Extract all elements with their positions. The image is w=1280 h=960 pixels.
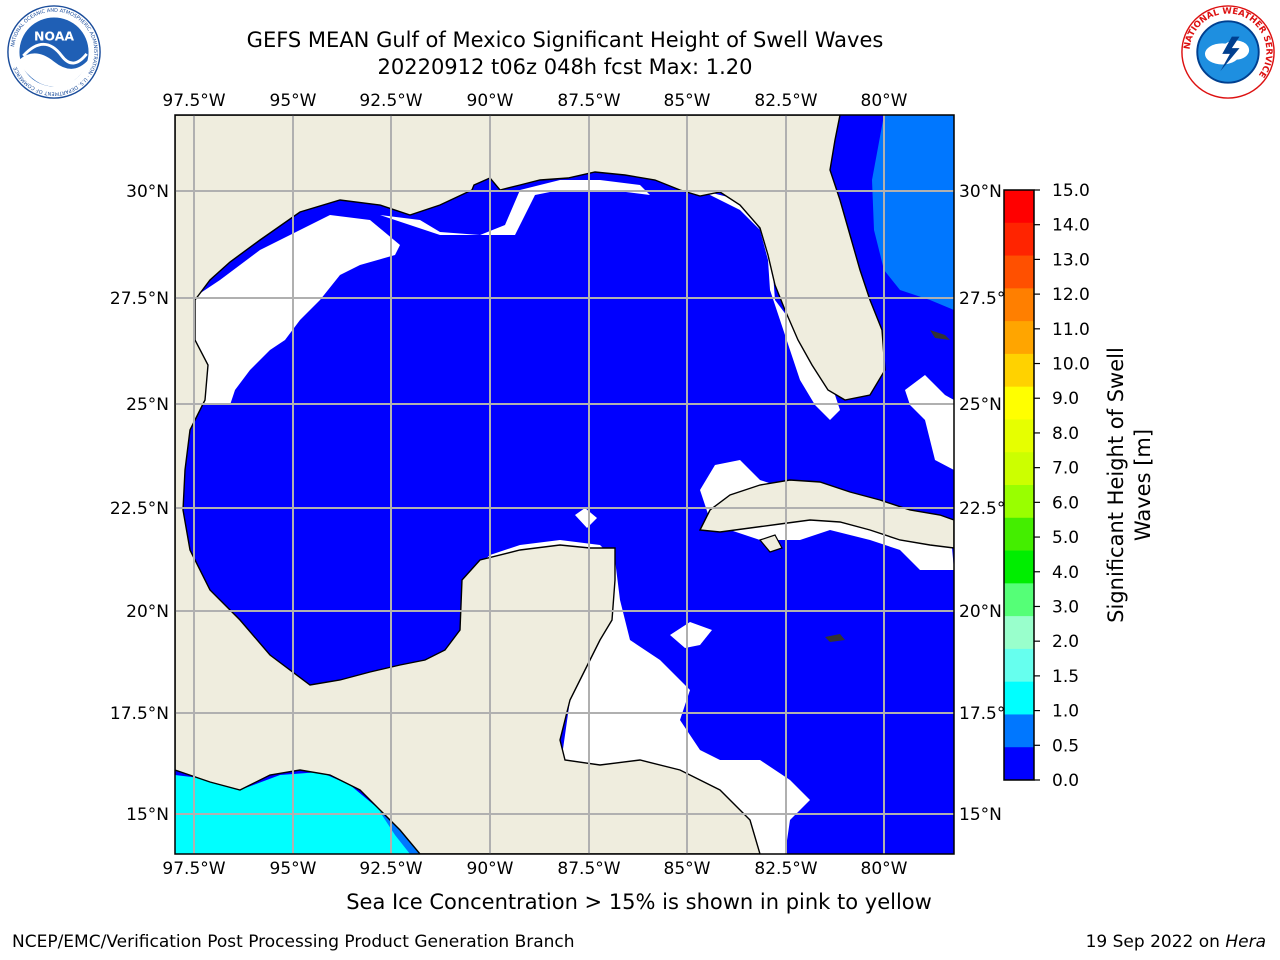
- footer-credit: NCEP/EMC/Verification Post Processing Pr…: [12, 932, 575, 952]
- map-panel: [175, 115, 954, 854]
- lat-label-left: 30°N: [126, 182, 169, 202]
- colorbar-tick-label: 1.5: [1052, 667, 1079, 687]
- colorbar-segment: [1004, 648, 1034, 683]
- atlantic-swell-field: [872, 115, 954, 310]
- colorbar-tick-label: 5.0: [1052, 528, 1079, 548]
- lon-label-bottom: 90°W: [467, 859, 514, 879]
- no-data-bahamas-shelf: [905, 375, 954, 470]
- colorbar-tick-label: 0.0: [1052, 771, 1079, 791]
- colorbar-segment: [1004, 452, 1034, 486]
- lat-label-right: 30°N: [959, 182, 1002, 202]
- lon-label-bottom: 95°W: [270, 859, 317, 879]
- lon-label-top: 95°W: [270, 91, 317, 111]
- nws-logo-icon: NATIONAL WEATHER SERVICE: [1181, 5, 1275, 99]
- lat-label-left: 22.5°N: [110, 499, 169, 519]
- colorbar-segment: [1004, 681, 1034, 715]
- footer-host: Hera: [1225, 932, 1266, 952]
- isle-of-youth: [758, 534, 783, 553]
- colorbar-tick-label: 12.0: [1052, 285, 1090, 305]
- lon-label-top: 85°W: [664, 91, 711, 111]
- cuba-landmass: [698, 479, 954, 549]
- colorbar-tick-label: 0.5: [1052, 736, 1079, 756]
- colorbar-segment: [1004, 190, 1034, 224]
- colorbar-segment: [1004, 583, 1034, 617]
- colorbar-label-line2: Waves [m]: [1131, 429, 1155, 541]
- colorbar-segment: [1004, 386, 1034, 420]
- lon-label-top: 80°W: [861, 91, 908, 111]
- no-data-florida-shelf: [700, 190, 840, 420]
- colorbar-segment: [1004, 353, 1034, 388]
- lat-label-left: 27.5°N: [110, 289, 169, 309]
- colorbar-segment: [1004, 616, 1034, 650]
- colorbar-tick-label: 15.0: [1052, 181, 1090, 201]
- colorbar-segment: [1004, 321, 1034, 355]
- lat-label-left: 20°N: [126, 602, 169, 622]
- lon-label-top: 92.5°W: [359, 91, 422, 111]
- colorbar-tick-label: 7.0: [1052, 459, 1079, 479]
- colorbar-tick-label: 14.0: [1052, 216, 1090, 236]
- colorbar-tick-label: 13.0: [1052, 250, 1090, 270]
- lon-label-top: 90°W: [467, 91, 514, 111]
- colorbar-tick-label: 9.0: [1052, 389, 1079, 409]
- colorbar-segment: [1004, 485, 1034, 519]
- noaa-logo-icon: NOAA NATIONAL OCEANIC AND ATMOSPHERIC AD…: [7, 5, 101, 99]
- colorbar-tick-label: 8.0: [1052, 424, 1079, 444]
- colorbar-tick-label: 4.0: [1052, 563, 1079, 583]
- no-data-patch: [575, 508, 597, 528]
- footer-date-text: 19 Sep 2022 on: [1085, 932, 1226, 952]
- colorbar-tick-label: 2.0: [1052, 632, 1079, 652]
- lon-label-top: 97.5°W: [162, 91, 225, 111]
- colorbar-segment: [1004, 255, 1034, 289]
- lon-label-bottom: 87.5°W: [557, 859, 620, 879]
- lon-label-top: 82.5°W: [754, 91, 817, 111]
- colorbar-frame: [1003, 189, 1035, 781]
- chart-title: GEFS MEAN Gulf of Mexico Significant Hei…: [246, 28, 884, 52]
- colorbar-tick-label: 11.0: [1052, 320, 1090, 340]
- no-data-patch: [670, 622, 712, 648]
- footer-date: 19 Sep 2022 on Hera: [1086, 932, 1266, 952]
- no-data-yucatan-shelf: [462, 540, 810, 854]
- no-data-louisiana-shelf: [380, 180, 650, 235]
- colorbar-tick-label: 10.0: [1052, 355, 1090, 375]
- colorbar-label-line1: Significant Height of Swell: [1104, 347, 1128, 623]
- colorbar: 15.0 14.0 13.0 12.0 11.0 10.0 9.0 8.0 7.0 6.0 5.0 4…: [1003, 181, 1090, 791]
- lon-label-bottom: 85°W: [664, 859, 711, 879]
- colorbar-segment: [1004, 222, 1034, 257]
- lon-label-bottom: 97.5°W: [162, 859, 225, 879]
- lon-label-bottom: 80°W: [861, 859, 908, 879]
- colorbar-segment: [1004, 288, 1034, 322]
- no-data-texas-shelf: [190, 215, 400, 405]
- colorbar-tick-label: 3.0: [1052, 597, 1079, 617]
- lat-label-right: 15°N: [959, 805, 1002, 825]
- cayman-islands: [825, 634, 845, 642]
- lat-label-right: 20°N: [959, 602, 1002, 622]
- lon-label-bottom: 92.5°W: [359, 859, 422, 879]
- lat-label-left: 25°N: [126, 395, 169, 415]
- lat-label-left: 15°N: [126, 805, 169, 825]
- colorbar-segment: [1004, 550, 1034, 584]
- colorbar-segment: [1004, 714, 1034, 748]
- noaa-logo-text: NOAA: [34, 28, 74, 43]
- chart-subtitle: 20220912 t06z 048h fcst Max: 1.20: [377, 55, 753, 79]
- lon-label-top: 87.5°W: [557, 91, 620, 111]
- lat-label-right: 25°N: [959, 395, 1002, 415]
- lon-label-bottom: 82.5°W: [754, 859, 817, 879]
- colorbar-segment: [1004, 747, 1034, 781]
- lat-label-left: 17.5°N: [110, 704, 169, 724]
- sea-ice-note: Sea Ice Concentration > 15% is shown in …: [346, 890, 932, 914]
- colorbar-tick-label: 6.0: [1052, 493, 1079, 513]
- colorbar-segment: [1004, 517, 1034, 552]
- colorbar-tick-label: 1.0: [1052, 702, 1079, 722]
- map-frame: [174, 114, 955, 855]
- colorbar-segment: [1004, 419, 1034, 453]
- graticule: [175, 115, 954, 854]
- bahamas-islands: [930, 330, 950, 340]
